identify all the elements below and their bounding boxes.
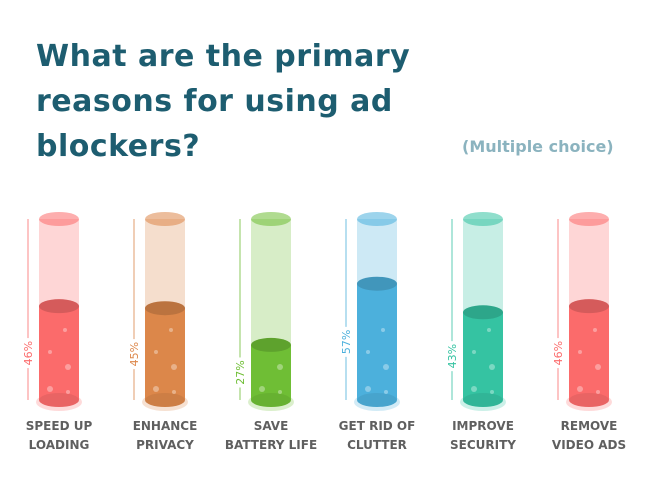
bubble	[596, 390, 600, 394]
bubble	[48, 350, 52, 354]
bubble	[153, 386, 159, 392]
bubble	[171, 364, 177, 370]
bubble	[381, 328, 385, 332]
bar-fill	[145, 308, 185, 400]
bar-bottom	[357, 393, 397, 407]
category-label: CLUTTER	[347, 438, 407, 452]
label-bg	[552, 338, 564, 369]
bar-top	[39, 299, 79, 314]
bubble	[384, 390, 388, 394]
bar-bottom	[145, 393, 185, 407]
label-bg	[234, 357, 246, 388]
bubble	[489, 364, 495, 370]
value-label: 46%	[22, 341, 35, 365]
bubble	[593, 328, 597, 332]
value-label: 46%	[552, 341, 565, 365]
bubble	[66, 390, 70, 394]
label-bg	[128, 339, 140, 370]
bubble	[383, 364, 389, 370]
bar-bottom	[569, 393, 609, 407]
bubble	[172, 390, 176, 394]
bar-top	[463, 305, 503, 320]
bubble	[577, 386, 583, 392]
bubble	[278, 390, 282, 394]
bar-top	[357, 276, 397, 291]
bar-top	[569, 299, 609, 314]
bubble	[65, 364, 71, 370]
category-label: REMOVE	[561, 419, 618, 433]
bar-fill	[39, 306, 79, 400]
bubble	[487, 328, 491, 332]
cylinder-top	[39, 212, 79, 226]
bar-bottom	[39, 393, 79, 407]
bubble	[578, 350, 582, 354]
bar-bottom	[463, 393, 503, 407]
bubble	[259, 386, 265, 392]
bubble	[277, 364, 283, 370]
bar-fill	[463, 312, 503, 400]
cylinder-top	[569, 212, 609, 226]
bar-top	[251, 337, 291, 352]
bubble	[63, 328, 67, 332]
chart-title: What are the primary reasons for using a…	[36, 39, 411, 164]
bar-fill	[251, 344, 291, 400]
category-label: SAVE	[254, 419, 289, 433]
bubble	[366, 350, 370, 354]
category-label: BATTERY LIFE	[225, 438, 317, 452]
cylinder-top	[357, 212, 397, 226]
label-bg	[22, 338, 34, 369]
value-label: 57%	[340, 330, 353, 354]
bar-fill	[569, 306, 609, 400]
bubble	[365, 386, 371, 392]
bubble	[490, 390, 494, 394]
category-label: PRIVACY	[136, 438, 194, 452]
cylinder-top	[145, 212, 185, 226]
bubble	[169, 328, 173, 332]
category-label: SECURITY	[450, 438, 516, 452]
bubble	[47, 386, 53, 392]
value-label: 27%	[234, 360, 247, 384]
cylinder-top	[251, 212, 291, 226]
label-bg	[446, 341, 458, 372]
category-label: SPEED UP	[26, 419, 93, 433]
bubble	[595, 364, 601, 370]
bubble	[472, 350, 476, 354]
value-label: 45%	[128, 342, 141, 366]
chart-subtitle: (Multiple choice)	[462, 137, 614, 156]
category-label: ENHANCE	[133, 419, 198, 433]
bubble	[154, 350, 158, 354]
category-label: LOADING	[29, 438, 90, 452]
label-bg	[340, 326, 352, 357]
bar-top	[145, 301, 185, 316]
value-label: 43%	[446, 344, 459, 368]
cylinder-top	[463, 212, 503, 226]
bar-fill	[357, 283, 397, 400]
bubble	[471, 386, 477, 392]
category-label: IMPROVE	[452, 419, 514, 433]
category-label: GET RID OF	[339, 419, 416, 433]
bar-bottom	[251, 393, 291, 407]
category-label: VIDEO ADS	[552, 438, 626, 452]
